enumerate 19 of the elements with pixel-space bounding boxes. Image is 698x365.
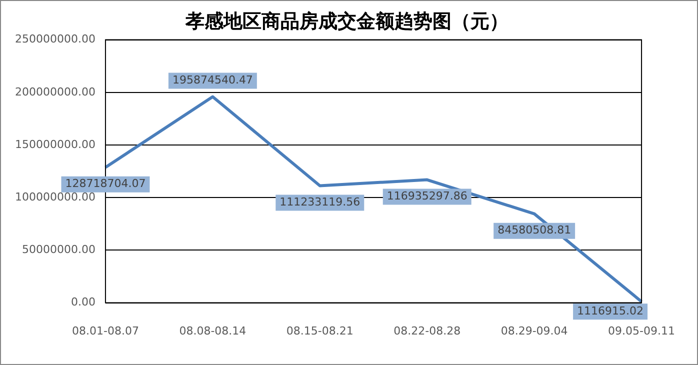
- data-label: 195874540.47: [172, 74, 253, 87]
- data-label: 84580508.81: [498, 224, 572, 237]
- y-tick-label: 100000000.00: [14, 190, 96, 204]
- chart-title: 孝感地区商品房成交金额趋势图（元）: [184, 10, 508, 32]
- x-tick-label: 08.08-08.14: [179, 324, 246, 338]
- x-tick-label: 08.01-08.07: [72, 324, 139, 338]
- data-label: 128718704.07: [65, 177, 146, 190]
- y-tick-label: 0.00: [70, 296, 96, 309]
- data-label: 1116915.02: [577, 304, 644, 318]
- x-tick-label: 08.15-08.21: [286, 324, 354, 338]
- data-label: 111233119.56: [280, 196, 360, 209]
- y-tick-label: 200000000.00: [14, 85, 96, 98]
- y-tick-label: 250000000.00: [14, 32, 96, 46]
- x-tick-label: 08.29-09.04: [500, 324, 568, 338]
- y-tick-label: 150000000.00: [14, 138, 96, 151]
- x-tick-label: 09.05-09.11: [608, 324, 675, 338]
- y-tick-label: 50000000.00: [22, 243, 96, 256]
- data-label: 116935297.86: [386, 190, 468, 203]
- x-tick-label: 08.22-08.28: [394, 324, 461, 338]
